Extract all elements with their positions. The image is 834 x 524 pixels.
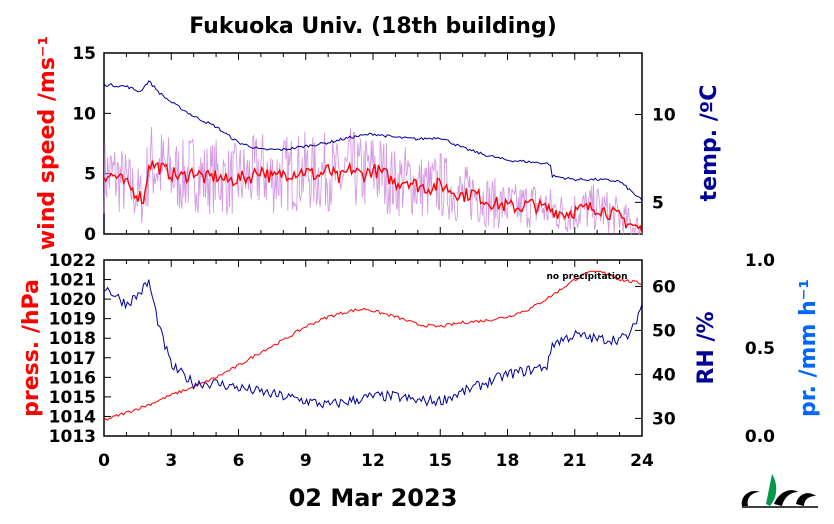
precipitation-axis-label: pr. /mm h⁻¹ [796,279,821,417]
precip-tick-label: 1.0 [745,251,775,271]
bottom-panel-series [103,270,643,421]
precip-tick-label: 0.5 [745,339,775,359]
bottom-panel-frame [103,259,643,437]
humidity-axis-label: RH /% [694,311,719,384]
top-panel-series [103,80,643,235]
chart-title: Fukuoka Univ. (18th building) [189,14,557,39]
left-tick-label: 1018 [49,329,96,349]
gust-series-line [103,126,643,235]
left-tick-label: 1015 [49,388,96,408]
left-tick-label: 1017 [49,349,96,369]
x-tick-label: 6 [233,451,245,471]
right-tick-label: 10 [652,106,676,126]
left-tick-label: 0 [84,225,96,245]
x-tick-label: 3 [165,451,177,471]
left-tick-label: 1021 [49,271,96,291]
x-tick-label: 0 [98,451,110,471]
x-tick-label: 12 [361,451,385,471]
left-tick-label: 1014 [49,407,96,427]
wind-speed-axis-label: wind speed /ms⁻¹ [35,36,60,250]
right-tick-label: 60 [652,277,676,297]
x-tick-label: 21 [563,451,587,471]
left-tick-label: 1020 [49,290,96,310]
right-tick-label: 40 [652,365,676,385]
precipitation-axis-ticks: 0.0 0.5 1.0 [745,251,775,447]
pressure-axis-label: press. /hPa [19,279,44,417]
x-tick-label: 15 [428,451,452,471]
left-tick-label: 15 [72,44,96,64]
humidity-series-line [103,279,643,409]
bottom-panel-minor-ticks [103,260,643,436]
institution-logo [741,474,818,508]
top-panel-minor-ticks [103,53,643,234]
precip-tick-label: 0.0 [745,427,775,447]
x-tick-label: 9 [300,451,312,471]
temperature-axis-label: temp. /ºC [697,85,722,202]
right-tick-label: 50 [652,321,676,341]
top-right-axis-ticks: 5 10 [635,106,676,213]
x-axis-date-label: 02 Mar 2023 [289,484,458,512]
right-tick-label: 5 [652,193,664,213]
left-tick-label: 5 [84,165,96,185]
x-tick-label: 18 [496,451,520,471]
x-axis-ticks: 0 3 6 9 12 15 18 21 24 [98,451,654,471]
x-tick-label: 24 [630,451,654,471]
left-tick-label: 1019 [49,310,96,330]
bottom-right-axis-ticks: 30 40 50 60 [635,277,676,429]
left-tick-label: 1022 [49,251,96,271]
left-tick-label: 1016 [49,368,96,388]
no-precipitation-annotation: no precipitation [546,272,627,282]
left-tick-label: 1013 [49,427,96,447]
left-tick-label: 10 [72,104,96,124]
top-left-axis-ticks: 0 5 10 15 [72,44,111,245]
temperature-series-line [103,80,643,201]
right-tick-label: 30 [652,409,676,429]
wind-speed-series-line [103,160,643,233]
